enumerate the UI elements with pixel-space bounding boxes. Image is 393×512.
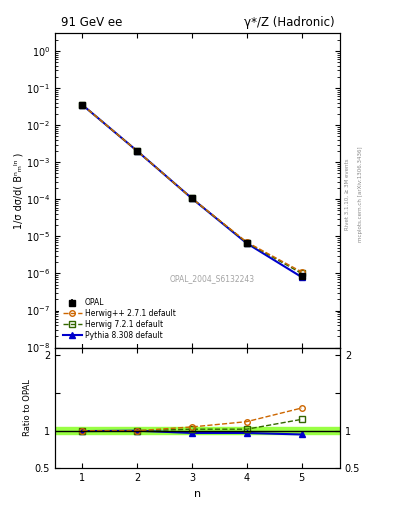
Herwig 7.2.1 default bbox=[80, 102, 85, 108]
Y-axis label: Ratio to OPAL: Ratio to OPAL bbox=[23, 379, 32, 436]
Y-axis label: 1/σ dσ/d( Bⁿₘᴵⁿ ): 1/σ dσ/d( Bⁿₘᴵⁿ ) bbox=[13, 152, 23, 229]
Herwig 7.2.1 default bbox=[190, 196, 195, 202]
Pythia 8.308 default bbox=[190, 196, 195, 202]
Text: 91 GeV ee: 91 GeV ee bbox=[61, 15, 122, 29]
Line: Pythia 8.308 default: Pythia 8.308 default bbox=[80, 102, 304, 280]
Herwig++ 2.7.1 default bbox=[244, 239, 249, 245]
Pythia 8.308 default bbox=[299, 274, 304, 280]
Herwig++ 2.7.1 default bbox=[299, 269, 304, 275]
Herwig 7.2.1 default bbox=[135, 148, 140, 154]
Text: OPAL_2004_S6132243: OPAL_2004_S6132243 bbox=[169, 274, 254, 283]
Herwig++ 2.7.1 default bbox=[190, 196, 195, 202]
Pythia 8.308 default bbox=[244, 240, 249, 246]
X-axis label: n: n bbox=[194, 489, 201, 499]
Pythia 8.308 default bbox=[80, 102, 85, 108]
Text: Rivet 3.1.10, ≥ 3M events: Rivet 3.1.10, ≥ 3M events bbox=[345, 159, 350, 230]
Line: Herwig++ 2.7.1 default: Herwig++ 2.7.1 default bbox=[80, 102, 304, 274]
Line: Herwig 7.2.1 default: Herwig 7.2.1 default bbox=[80, 102, 304, 276]
Herwig++ 2.7.1 default bbox=[80, 102, 85, 108]
Herwig++ 2.7.1 default bbox=[135, 148, 140, 154]
Herwig 7.2.1 default bbox=[299, 270, 304, 276]
Text: mcplots.cern.ch [arXiv:1306.3436]: mcplots.cern.ch [arXiv:1306.3436] bbox=[358, 147, 363, 242]
Pythia 8.308 default bbox=[135, 148, 140, 154]
Herwig 7.2.1 default bbox=[244, 240, 249, 246]
Legend: OPAL, Herwig++ 2.7.1 default, Herwig 7.2.1 default, Pythia 8.308 default: OPAL, Herwig++ 2.7.1 default, Herwig 7.2… bbox=[59, 294, 180, 344]
Text: γ*/Z (Hadronic): γ*/Z (Hadronic) bbox=[244, 15, 334, 29]
